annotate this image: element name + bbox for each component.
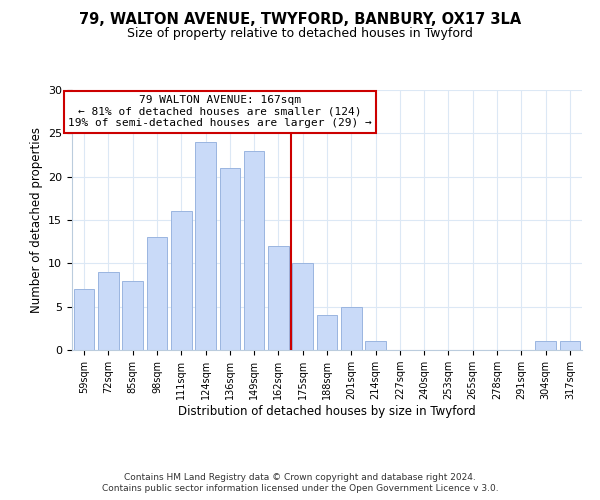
Bar	[146, 238, 167, 350]
Bar	[560, 342, 580, 350]
Bar	[292, 264, 313, 350]
Bar	[74, 290, 94, 350]
Text: Contains public sector information licensed under the Open Government Licence v : Contains public sector information licen…	[101, 484, 499, 493]
Bar	[317, 316, 337, 350]
Bar	[268, 246, 289, 350]
Bar	[220, 168, 240, 350]
Text: 79 WALTON AVENUE: 167sqm
← 81% of detached houses are smaller (124)
19% of semi-: 79 WALTON AVENUE: 167sqm ← 81% of detach…	[68, 95, 372, 128]
Bar	[341, 306, 362, 350]
Bar	[244, 150, 265, 350]
Y-axis label: Number of detached properties: Number of detached properties	[29, 127, 43, 313]
Text: Size of property relative to detached houses in Twyford: Size of property relative to detached ho…	[127, 28, 473, 40]
Text: 79, WALTON AVENUE, TWYFORD, BANBURY, OX17 3LA: 79, WALTON AVENUE, TWYFORD, BANBURY, OX1…	[79, 12, 521, 28]
Bar	[365, 342, 386, 350]
X-axis label: Distribution of detached houses by size in Twyford: Distribution of detached houses by size …	[178, 405, 476, 418]
Bar	[171, 212, 191, 350]
Bar	[535, 342, 556, 350]
Text: Contains HM Land Registry data © Crown copyright and database right 2024.: Contains HM Land Registry data © Crown c…	[124, 472, 476, 482]
Bar	[195, 142, 216, 350]
Bar	[122, 280, 143, 350]
Bar	[98, 272, 119, 350]
